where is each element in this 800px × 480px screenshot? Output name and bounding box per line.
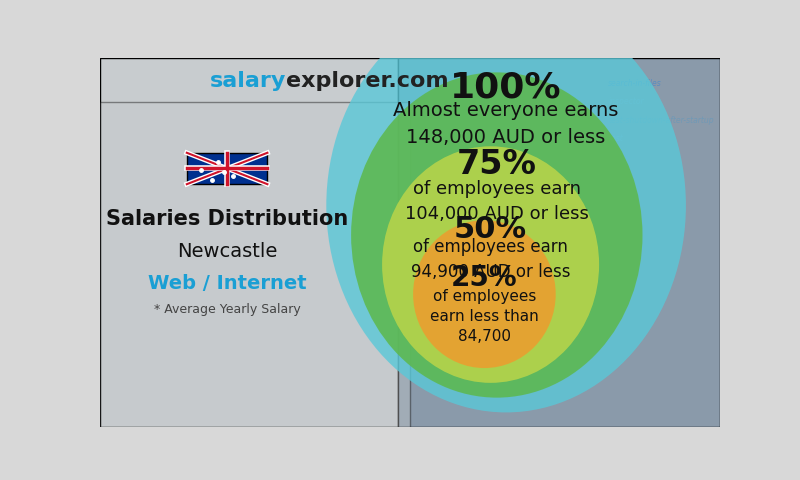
Text: 25%: 25% — [451, 264, 518, 291]
Text: Salaries Distribution: Salaries Distribution — [106, 209, 348, 229]
Text: search-in-files: search-in-files — [608, 79, 662, 88]
Ellipse shape — [382, 146, 599, 383]
Text: 50%: 50% — [454, 215, 527, 244]
Ellipse shape — [351, 72, 642, 397]
Text: * Average Yearly Salary: * Average Yearly Salary — [154, 303, 301, 316]
Ellipse shape — [326, 0, 686, 412]
FancyBboxPatch shape — [187, 153, 267, 184]
Text: test: test — [608, 134, 623, 144]
FancyBboxPatch shape — [100, 102, 410, 427]
Ellipse shape — [413, 220, 556, 368]
Text: test-shutdown-after-startup: test-shutdown-after-startup — [608, 116, 714, 125]
Text: of employees earn
104,000 AUD or less: of employees earn 104,000 AUD or less — [405, 180, 589, 223]
FancyBboxPatch shape — [100, 58, 398, 427]
Text: of employees earn
94,900 AUD or less: of employees earn 94,900 AUD or less — [411, 238, 570, 280]
Text: Web / Internet: Web / Internet — [148, 274, 306, 293]
Text: salary: salary — [210, 71, 286, 91]
Text: Almost everyone earns
148,000 AUD or less: Almost everyone earns 148,000 AUD or les… — [394, 101, 618, 147]
Text: 100%: 100% — [450, 70, 562, 104]
Text: inspector: inspector — [608, 97, 644, 107]
Text: Newcastle: Newcastle — [177, 242, 278, 262]
Text: explorer.com: explorer.com — [286, 71, 449, 91]
Text: of employees
earn less than
84,700: of employees earn less than 84,700 — [430, 289, 538, 344]
Text: 75%: 75% — [457, 148, 537, 181]
FancyBboxPatch shape — [398, 58, 720, 427]
Text: test: test — [608, 153, 623, 162]
